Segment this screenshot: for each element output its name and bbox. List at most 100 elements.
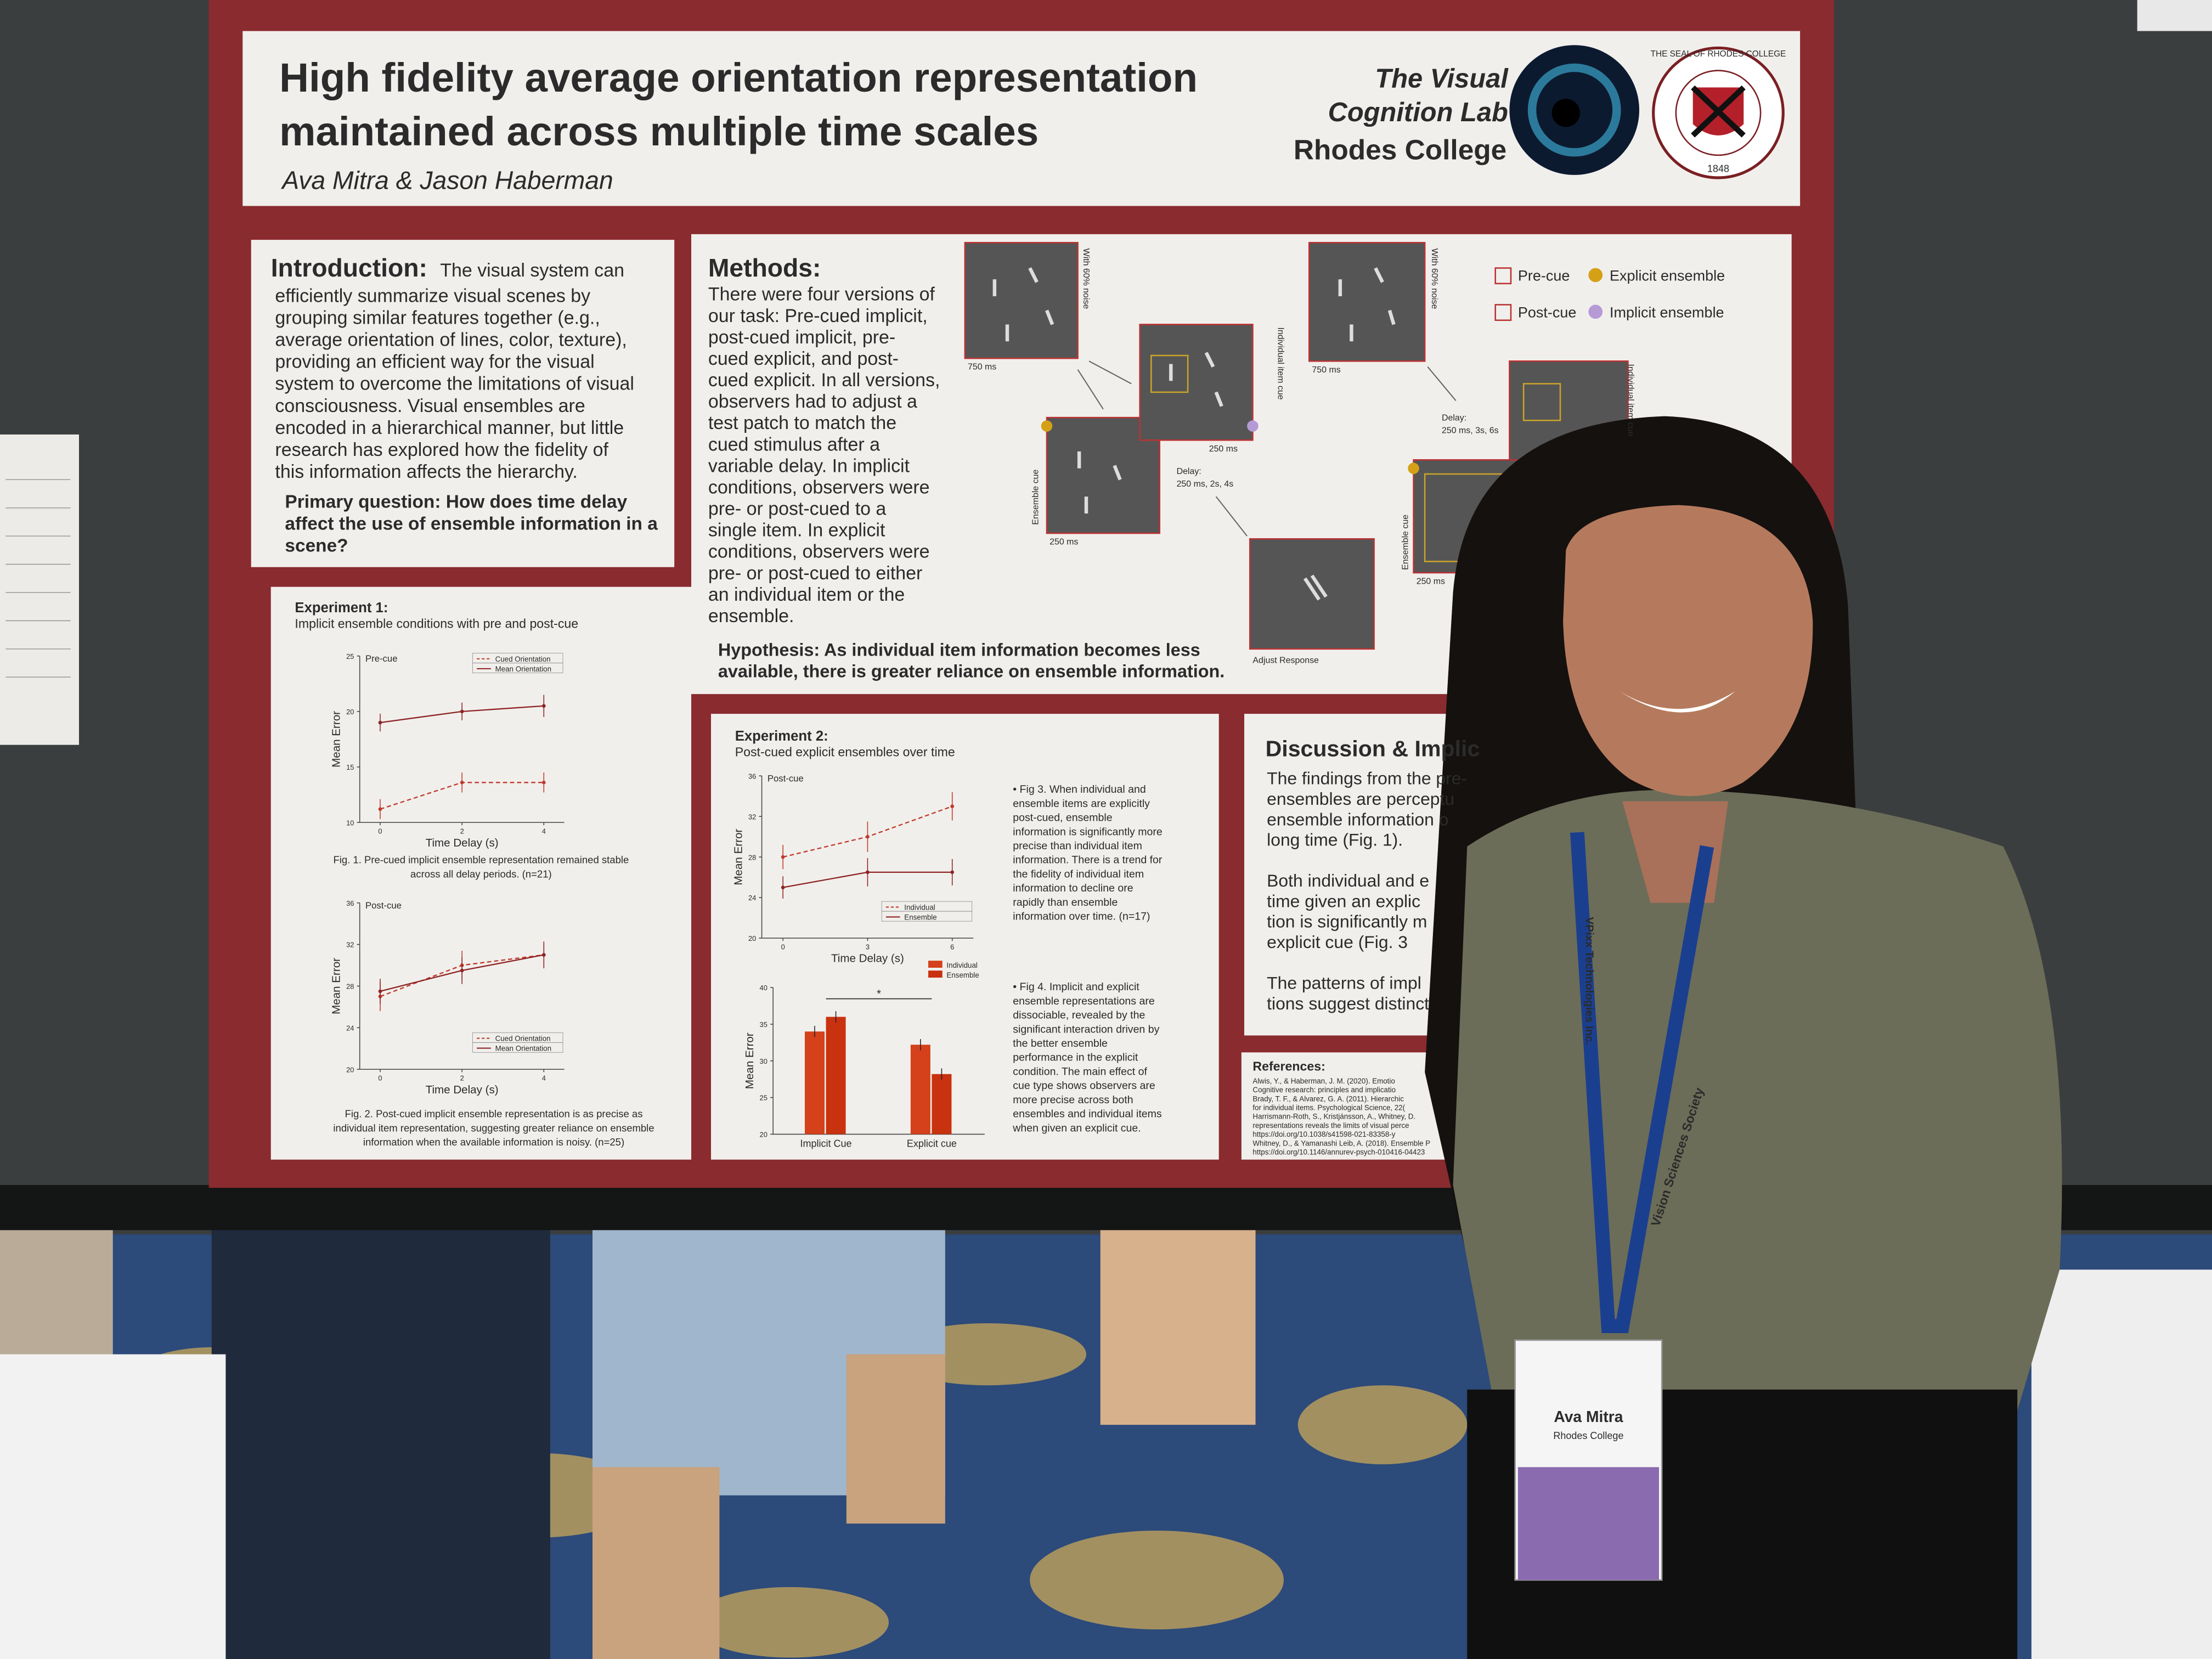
figure-text: more precise across both (1013, 1094, 1133, 1106)
panel-subtitle: Post-cued explicit ensembles over time (735, 744, 955, 759)
diagram-label: With 60% noise (1081, 249, 1091, 309)
legend-label: Explicit ensemble (1610, 268, 1725, 284)
y-axis-label: Mean Error (330, 958, 343, 1014)
y-axis-label: Mean Error (732, 829, 745, 885)
bar (826, 1017, 846, 1135)
bar (910, 1045, 930, 1135)
reference-line: Alwis, Y., & Haberman, J. M. (2020). Emo… (1252, 1077, 1395, 1085)
x-tick-label: 6 (950, 943, 954, 951)
hypothesis-line: available, there is greater reliance on … (718, 661, 1224, 681)
x-tick-label: 0 (781, 943, 785, 951)
intro-line: this information affects the hierarchy. (275, 461, 577, 482)
reference-line: https://doi.org/10.1038/s41598-021-83358… (1252, 1130, 1395, 1138)
seal-ring (1675, 70, 1762, 156)
intro-first: The visual system can (440, 260, 624, 281)
data-point (378, 989, 382, 994)
x-axis-label: Time Delay (s) (831, 952, 904, 965)
figure-text: post-cued, ensemble (1013, 812, 1112, 824)
badge-affiliation: Rhodes College (1553, 1430, 1623, 1441)
intro-line: consciousness. Visual ensembles are (275, 396, 585, 416)
figure-text: when given an explicit cue. (1012, 1122, 1141, 1134)
methods-line: conditions, observers were (708, 477, 930, 498)
y-tick-label: 15 (346, 763, 354, 771)
intro-line: average orientation of lines, color, tex… (275, 330, 627, 351)
intro-line: providing an efficient way for the visua… (275, 352, 594, 373)
methods-line: post-cued implicit, pre- (708, 327, 895, 348)
method-diagram (964, 242, 1629, 650)
legend-entry: Ensemble (946, 971, 979, 979)
x-tick-label: 3 (866, 943, 870, 951)
panel-heading: Experiment 2: (735, 729, 828, 744)
diagram-label: 750 ms (968, 363, 996, 372)
section-heading: Discussion & Implic (1266, 736, 1480, 761)
plot-title: Post-cue (768, 774, 804, 784)
x-tick-label: 2 (460, 827, 464, 836)
question-line: affect the use of ensemble information i… (285, 514, 658, 534)
panel-heading: Experiment 1: (295, 600, 388, 616)
caption-line: Fig. 2. Post-cued implicit ensemble repr… (345, 1108, 643, 1120)
lanyard-text: VPixx Technologies Inc. (1583, 917, 1595, 1045)
y-tick-label: 30 (760, 1057, 768, 1065)
title-line: High fidelity average orientation repres… (279, 54, 1198, 100)
y-axis-label: Mean Error (330, 711, 343, 768)
hypothesis-line: Hypothesis: As individual item informati… (718, 640, 1200, 660)
methods-line: conditions, observers were (708, 541, 930, 562)
x-axis-label: Time Delay (s) (426, 837, 499, 849)
figure-text: performance in the explicit (1013, 1052, 1138, 1064)
reference-line: Harrismann-Roth, S., Kristjánsson, A., W… (1252, 1113, 1415, 1121)
x-axis-label: Time Delay (s) (426, 1084, 499, 1096)
figure-text: cue type shows observers are (1013, 1080, 1155, 1092)
legend-entry: Mean Orientation (495, 665, 551, 673)
x-tick-label: 0 (378, 1074, 382, 1082)
data-point (541, 953, 546, 957)
panel-subtitle: Implicit ensemble conditions with pre an… (295, 616, 578, 630)
legend-entry: Mean Orientation (495, 1045, 551, 1053)
methods-line: pre- or post-cued to a (708, 499, 887, 520)
legend-entry: Individual (904, 904, 935, 912)
diagram-label: 750 ms (1312, 365, 1340, 375)
experiment1-panel (270, 586, 691, 1160)
sign (2137, 0, 2212, 31)
seal-year: 1848 (1707, 163, 1729, 174)
intro-panel (251, 240, 675, 567)
y-tick-label: 32 (346, 941, 354, 949)
legend-label: Post-cue (1518, 304, 1577, 321)
flyer-lines (5, 479, 71, 678)
data-point (460, 968, 464, 973)
y-tick-label: 24 (748, 894, 756, 902)
legend-box (472, 1042, 563, 1053)
lab-logo-ring (1527, 63, 1621, 157)
figure-text: the better ensemble (1013, 1037, 1108, 1049)
data-point (460, 780, 464, 785)
discussion-line: Both individual and e (1267, 871, 1429, 890)
legend-box (472, 663, 563, 673)
methods-line: cued stimulus after a (708, 434, 880, 455)
y-tick-label: 20 (760, 1131, 768, 1139)
lab-logo-pupil (1551, 99, 1580, 127)
methods-line: ensemble. (708, 606, 794, 627)
intro-line: research has explored how the fidelity o… (275, 439, 608, 460)
figure-text: information over time. (n=17) (1013, 911, 1150, 923)
y-tick-label: 28 (748, 853, 756, 861)
diagram-label: 250 ms, 3s, 6s (1442, 426, 1499, 435)
question-line: scene? (285, 535, 348, 556)
reference-line: for individual items. Psychological Scie… (1252, 1103, 1405, 1111)
y-tick-label: 20 (346, 1065, 354, 1074)
figure-text: information is significantly more (1013, 826, 1162, 838)
intro-line: encoded in a hierarchical manner, but li… (275, 417, 624, 438)
y-tick-label: 36 (748, 772, 756, 780)
figure-text: ensembles and individual items (1013, 1108, 1162, 1120)
y-tick-label: 25 (760, 1094, 768, 1102)
y-tick-label: 24 (346, 1024, 354, 1032)
discussion-line: The patterns of impl (1267, 973, 1421, 993)
diagram-label: Delay: (1177, 467, 1201, 476)
bar (805, 1031, 825, 1135)
figure-text: precise than individual item (1013, 840, 1142, 852)
authors: Ava Mitra & Jason Haberman (280, 166, 613, 195)
diagram-label: 250 ms, 2s, 4s (1177, 479, 1234, 489)
y-tick-label: 40 (760, 984, 768, 992)
data-point (378, 807, 382, 811)
methods-line: variable delay. In implicit (708, 455, 910, 476)
x-tick-label: 2 (460, 1074, 464, 1082)
